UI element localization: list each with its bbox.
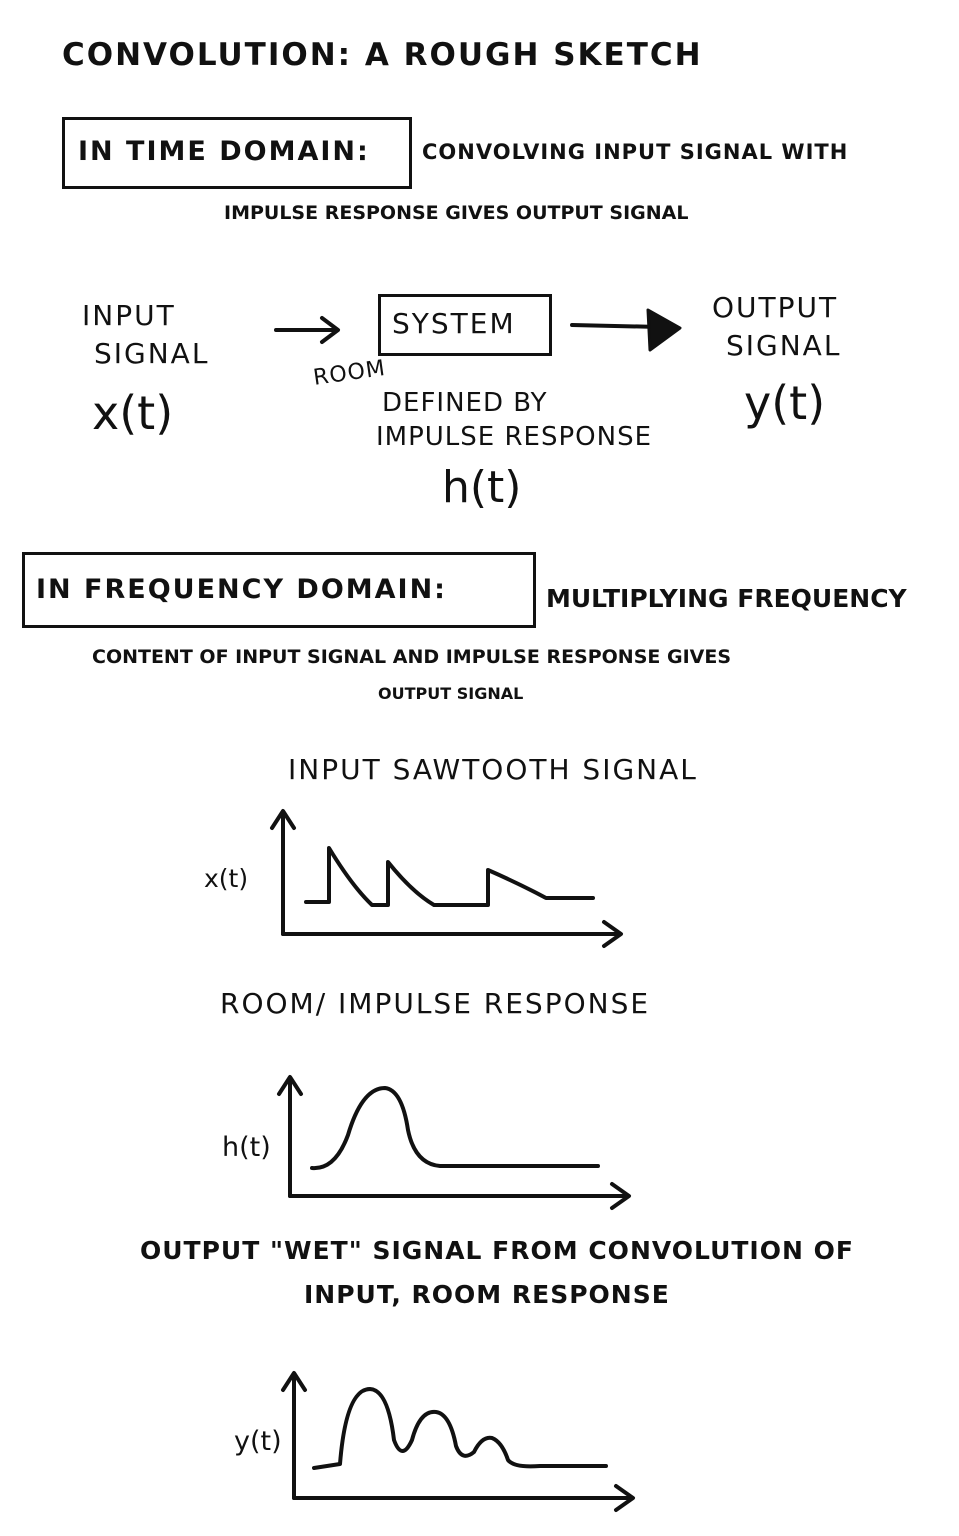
plot-input-axes (270, 809, 623, 948)
time-domain-label: IN TIME DOMAIN: (78, 136, 370, 167)
system-desc-line2: IMPULSE RESPONSE (376, 422, 653, 452)
system-label: SYSTEM (392, 307, 516, 340)
plot-input-ylabel: x(t) (204, 864, 249, 893)
plot-output-curve (312, 1387, 608, 1470)
plot-output-ylabel: y(t) (234, 1426, 282, 1457)
system-desc-line1: DEFINED BY (382, 388, 548, 418)
plot-output-axes (281, 1371, 635, 1512)
output-signal-label-line1: OUTPUT (712, 291, 839, 324)
system-box (378, 294, 552, 356)
input-signal-label-line2: SIGNAL (94, 337, 210, 370)
output-signal-symbol: y(t) (744, 376, 826, 430)
plot-impulse-title: ROOM/ IMPULSE RESPONSE (220, 987, 651, 1020)
frequency-domain-text-line1: MULTIPLYING FREQUENCY (546, 584, 907, 613)
plot-output-title-line2: INPUT, ROOM RESPONSE (304, 1280, 670, 1309)
page-title: CONVOLUTION: A ROUGH SKETCH (62, 37, 703, 73)
time-domain-label-box (62, 117, 412, 189)
time-domain-text-line1: CONVOLVING INPUT SIGNAL WITH (422, 140, 849, 164)
frequency-domain-label: IN FREQUENCY DOMAIN: (36, 574, 447, 605)
plot-impulse-ylabel: h(t) (222, 1132, 271, 1163)
input-signal-symbol: x(t) (92, 386, 174, 440)
arrow-input-to-system (274, 316, 340, 344)
plot-impulse-axes (277, 1075, 631, 1210)
system-symbol: h(t) (442, 462, 522, 513)
frequency-domain-label-box (22, 552, 536, 628)
plot-input-curve (304, 846, 595, 907)
plot-impulse-curve (310, 1086, 600, 1171)
plot-input-title: INPUT SAWTOOTH SIGNAL (288, 753, 698, 786)
input-signal-label-line1: INPUT (82, 299, 176, 332)
arrow-system-to-output (570, 308, 682, 352)
output-signal-label-line2: SIGNAL (726, 329, 842, 362)
time-domain-text-line2: IMPULSE RESPONSE GIVES OUTPUT SIGNAL (224, 202, 689, 224)
frequency-domain-text-line3: OUTPUT SIGNAL (378, 684, 524, 703)
frequency-domain-text-line2: CONTENT OF INPUT SIGNAL AND IMPULSE RESP… (92, 646, 732, 668)
plot-output-title-line1: OUTPUT "WET" SIGNAL FROM CONVOLUTION OF (140, 1236, 854, 1265)
